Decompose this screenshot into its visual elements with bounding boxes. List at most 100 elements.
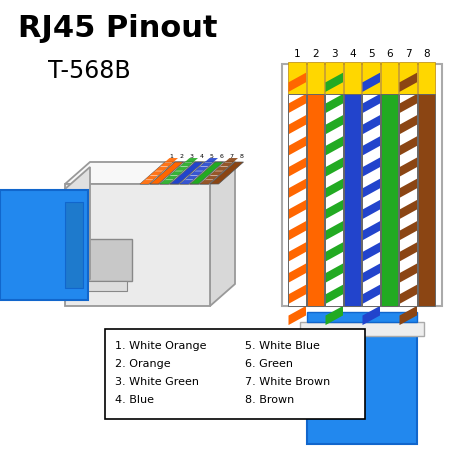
Polygon shape — [400, 115, 417, 134]
Bar — [300, 322, 424, 336]
Bar — [363, 94, 380, 306]
Polygon shape — [180, 163, 193, 166]
Polygon shape — [363, 137, 380, 155]
Bar — [363, 62, 380, 94]
Polygon shape — [326, 73, 343, 92]
Text: 4: 4 — [349, 49, 356, 59]
Text: 1. White Orange: 1. White Orange — [115, 341, 207, 351]
Polygon shape — [289, 200, 306, 219]
Polygon shape — [225, 158, 238, 162]
Text: 3: 3 — [331, 49, 337, 59]
Polygon shape — [363, 115, 380, 134]
Polygon shape — [170, 162, 203, 184]
Bar — [77, 239, 132, 281]
Bar — [65, 202, 83, 288]
Text: 7: 7 — [229, 154, 233, 159]
Polygon shape — [210, 171, 223, 175]
Text: 8: 8 — [423, 49, 430, 59]
Bar — [381, 94, 399, 306]
Bar — [344, 94, 362, 306]
Polygon shape — [165, 176, 178, 180]
Polygon shape — [155, 167, 168, 171]
Bar — [344, 62, 362, 94]
Polygon shape — [363, 157, 380, 177]
Polygon shape — [363, 200, 380, 219]
Polygon shape — [175, 167, 188, 171]
Polygon shape — [400, 264, 417, 283]
Bar — [381, 94, 399, 306]
Bar — [400, 94, 417, 306]
Polygon shape — [220, 163, 233, 166]
Bar — [418, 62, 436, 94]
Bar — [400, 94, 417, 306]
Bar — [0, 190, 88, 300]
Polygon shape — [65, 167, 90, 301]
Text: 5. White Blue: 5. White Blue — [245, 341, 320, 351]
Bar — [307, 94, 325, 306]
Polygon shape — [195, 167, 208, 171]
Bar — [65, 184, 210, 306]
Polygon shape — [400, 242, 417, 262]
Polygon shape — [363, 306, 380, 325]
Polygon shape — [363, 242, 380, 262]
Polygon shape — [160, 162, 193, 184]
Bar — [344, 94, 362, 306]
Bar — [400, 62, 417, 94]
Text: 8: 8 — [239, 154, 243, 159]
Polygon shape — [150, 162, 183, 184]
Bar — [307, 332, 417, 444]
Text: 5: 5 — [210, 154, 213, 159]
Polygon shape — [326, 221, 343, 240]
Bar — [326, 94, 343, 306]
Polygon shape — [289, 73, 306, 92]
Bar — [381, 62, 399, 94]
Bar — [289, 94, 306, 306]
Polygon shape — [289, 221, 306, 240]
Polygon shape — [289, 264, 306, 283]
Polygon shape — [326, 285, 343, 304]
Text: 8. Brown: 8. Brown — [245, 395, 294, 405]
Polygon shape — [180, 180, 193, 184]
Bar — [82, 281, 127, 291]
Text: 2: 2 — [312, 49, 319, 59]
Polygon shape — [363, 264, 380, 283]
Polygon shape — [289, 242, 306, 262]
Text: 6: 6 — [386, 49, 393, 59]
Polygon shape — [363, 94, 380, 113]
Polygon shape — [289, 115, 306, 134]
Polygon shape — [140, 162, 173, 184]
Bar — [289, 62, 306, 94]
Polygon shape — [363, 285, 380, 304]
Polygon shape — [200, 180, 213, 184]
Polygon shape — [170, 171, 183, 175]
Polygon shape — [400, 285, 417, 304]
Polygon shape — [145, 176, 158, 180]
Polygon shape — [205, 176, 218, 180]
Text: 4: 4 — [199, 154, 203, 159]
Bar — [105, 329, 365, 419]
Bar — [418, 94, 436, 306]
Polygon shape — [326, 242, 343, 262]
Text: 7. White Brown: 7. White Brown — [245, 377, 330, 387]
Polygon shape — [160, 163, 173, 166]
Polygon shape — [210, 162, 235, 306]
Polygon shape — [289, 306, 306, 325]
Polygon shape — [210, 162, 244, 184]
Text: RJ45 Pinout: RJ45 Pinout — [18, 14, 218, 43]
Text: 6: 6 — [219, 154, 223, 159]
Polygon shape — [150, 171, 163, 175]
Bar — [326, 94, 343, 306]
Polygon shape — [289, 285, 306, 304]
Bar — [363, 94, 380, 306]
Polygon shape — [326, 179, 343, 198]
Polygon shape — [363, 221, 380, 240]
Text: 3: 3 — [189, 154, 193, 159]
Polygon shape — [185, 176, 198, 180]
Polygon shape — [400, 306, 417, 325]
Polygon shape — [363, 73, 380, 92]
Polygon shape — [215, 167, 228, 171]
Bar — [307, 312, 417, 322]
Polygon shape — [326, 115, 343, 134]
Polygon shape — [400, 73, 417, 92]
Text: T-568B: T-568B — [48, 59, 131, 83]
